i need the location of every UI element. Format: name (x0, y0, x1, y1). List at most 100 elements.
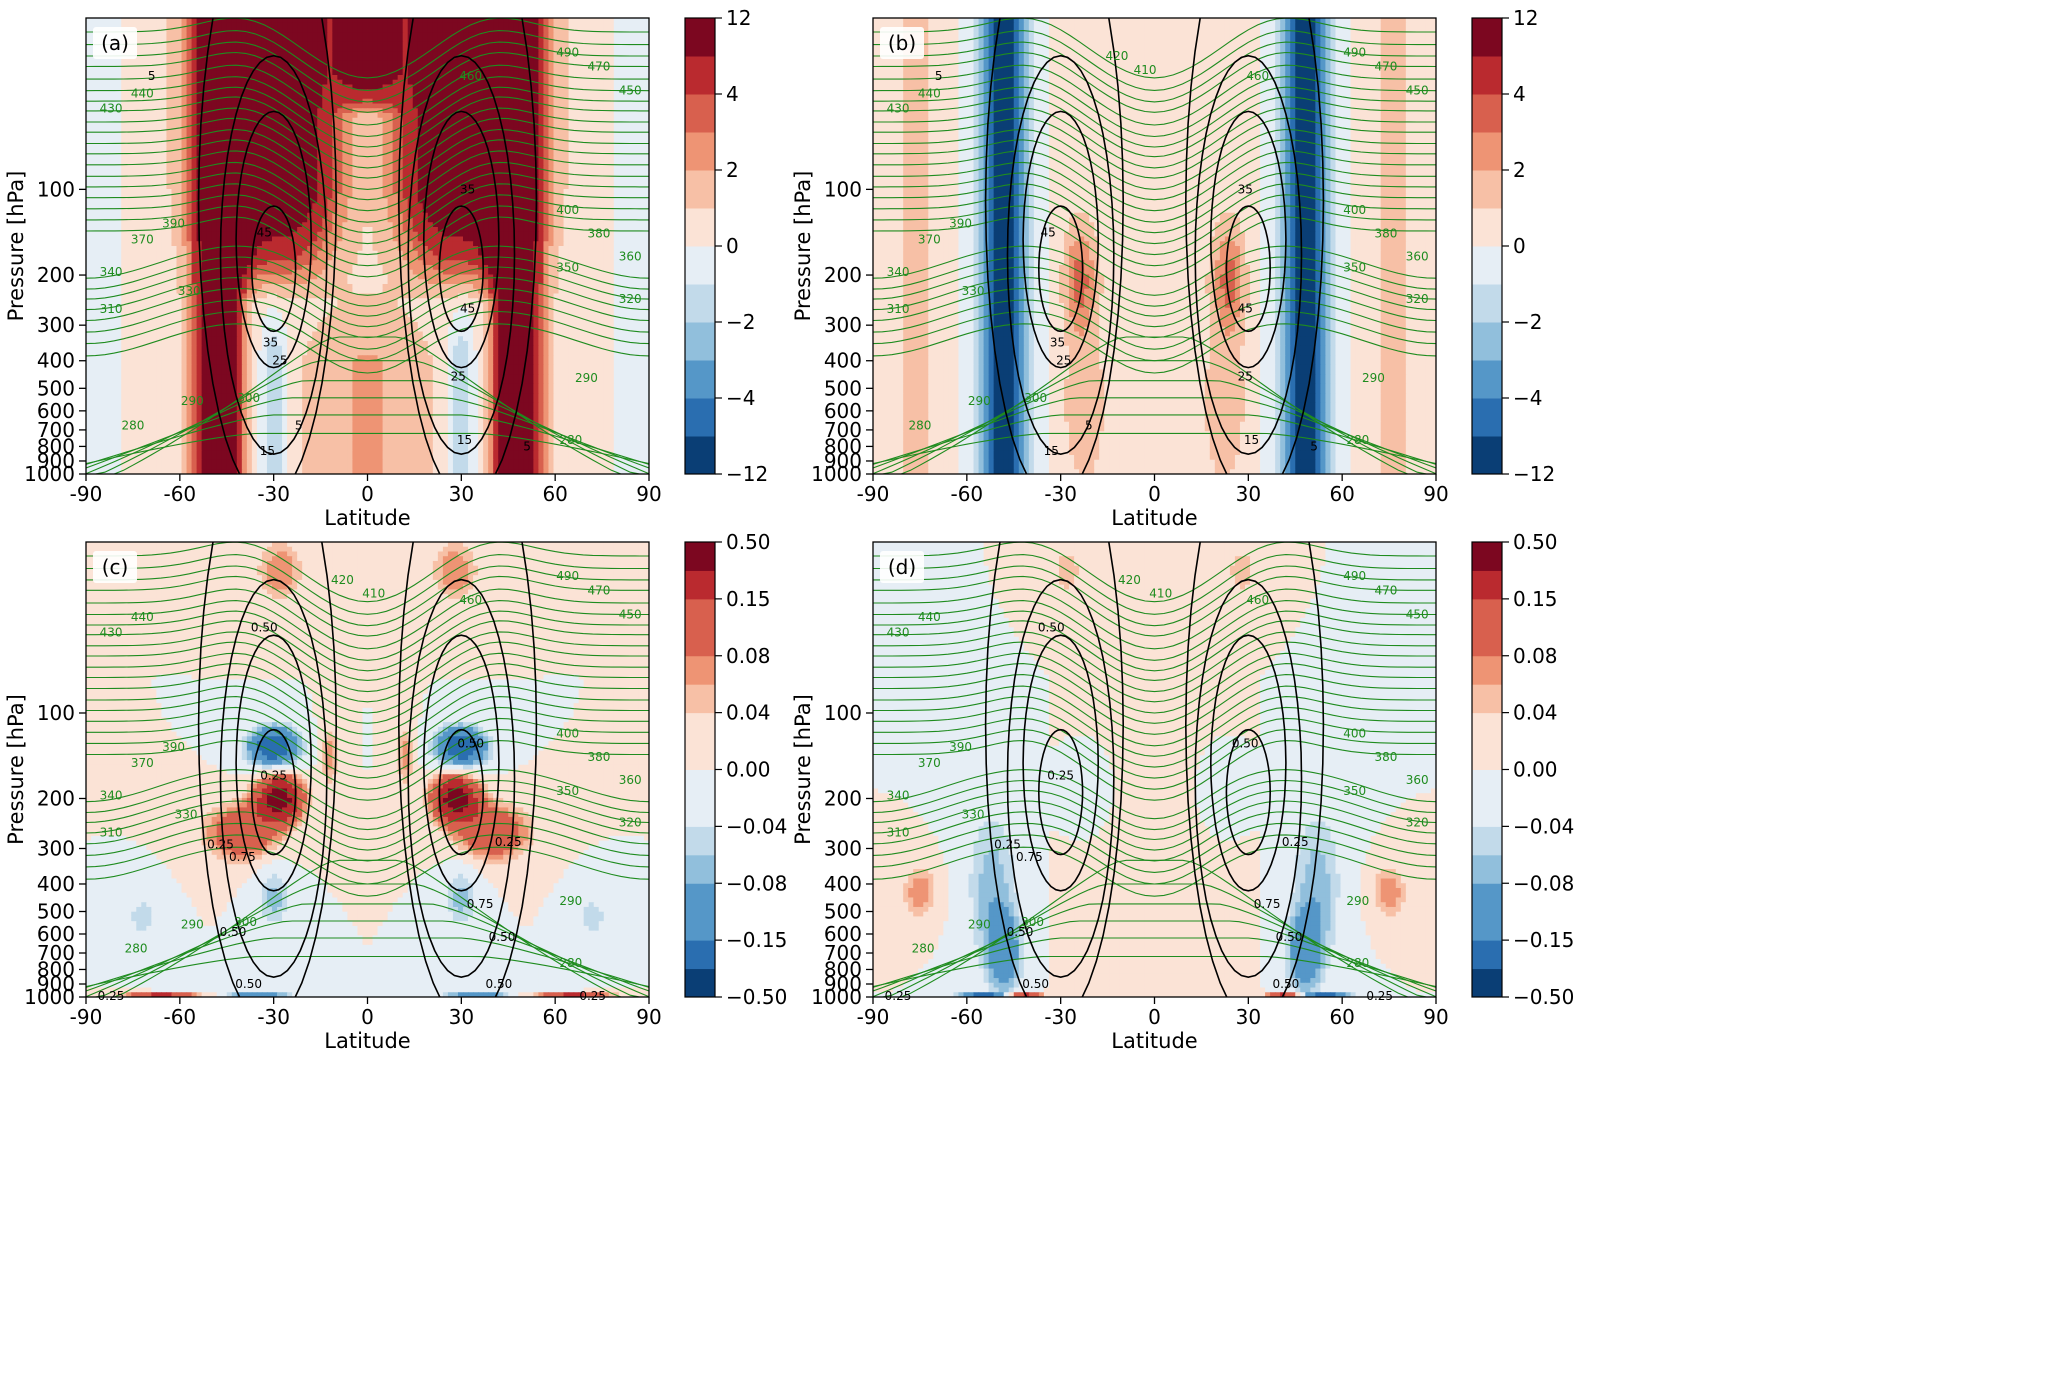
field-cell (352, 208, 359, 214)
field-cell (493, 132, 499, 138)
field-cell (382, 174, 389, 181)
field-cell (261, 198, 268, 204)
field-cell (191, 160, 198, 166)
field-cell (422, 117, 429, 124)
field-cell (598, 122, 605, 128)
field-cell (422, 27, 429, 33)
field-cell (367, 37, 374, 43)
field-cell (543, 193, 550, 200)
field-cell (101, 70, 107, 76)
field-cell (613, 122, 620, 128)
field-cell (151, 46, 157, 52)
field-cell (402, 179, 409, 185)
field-cell (643, 198, 649, 204)
field-cell (241, 27, 248, 33)
field-cell (603, 136, 610, 143)
field-cell (533, 46, 540, 52)
field-cell (146, 56, 152, 62)
field-cell (166, 165, 173, 171)
field-cell (447, 217, 454, 223)
field-cell (141, 160, 147, 166)
field-cell (101, 103, 107, 109)
field-cell (578, 141, 585, 147)
field-cell (216, 184, 223, 190)
field-cell (251, 113, 258, 119)
field-cell (136, 170, 142, 176)
field-cell (241, 70, 248, 76)
field-cell (106, 22, 112, 29)
field-cell (282, 170, 288, 176)
field-cell (141, 217, 147, 223)
field-cell (292, 46, 298, 52)
field-cell (317, 75, 323, 81)
field-cell (422, 174, 429, 181)
field-cell (412, 32, 419, 38)
field-cell (598, 113, 605, 119)
field-cell (457, 151, 464, 157)
field-cell (377, 198, 384, 204)
field-cell (397, 18, 404, 24)
field-cell (473, 41, 479, 48)
field-cell (543, 184, 550, 190)
field-cell (588, 146, 595, 152)
field-cell (412, 165, 419, 171)
field-cell (307, 79, 313, 86)
field-cell (628, 222, 635, 228)
field-cell (191, 170, 198, 176)
field-cell (302, 222, 308, 228)
field-cell (322, 89, 328, 95)
field-cell (427, 155, 434, 162)
field-cell (297, 203, 303, 209)
field-cell (186, 170, 193, 176)
field-cell (91, 136, 97, 143)
field-cell (236, 132, 243, 138)
field-cell (513, 146, 519, 152)
field-cell (603, 27, 610, 33)
field-cell (392, 84, 399, 90)
field-cell (211, 174, 218, 181)
field-cell (603, 94, 610, 100)
field-cell (483, 160, 489, 166)
field-cell (538, 179, 545, 185)
field-cell (216, 174, 223, 181)
field-cell (513, 222, 519, 228)
field-cell (277, 151, 283, 157)
field-cell (623, 198, 630, 204)
field-cell (206, 113, 213, 119)
field-cell (312, 160, 318, 166)
field-cell (206, 203, 213, 209)
field-cell (201, 27, 208, 33)
field-cell (593, 113, 600, 119)
field-cell (538, 56, 545, 62)
field-cell (292, 98, 298, 105)
field-cell (277, 146, 283, 152)
field-cell (382, 208, 389, 214)
field-cell (161, 98, 168, 105)
field-cell (211, 160, 218, 166)
field-cell (181, 222, 188, 228)
field-cell (618, 203, 625, 209)
field-cell (447, 151, 454, 157)
field-cell (337, 98, 343, 105)
field-cell (201, 212, 208, 219)
field-cell (251, 51, 258, 57)
field-cell (488, 141, 494, 147)
field-cell (593, 136, 600, 143)
field-cell (508, 222, 514, 228)
field-cell (483, 155, 489, 162)
field-cell (236, 217, 243, 223)
field-cell (563, 75, 570, 81)
field-cell (126, 70, 132, 76)
field-cell (211, 155, 218, 162)
field-cell (302, 79, 308, 86)
field-cell (452, 41, 459, 48)
field-cell (246, 89, 253, 95)
field-cell (432, 193, 439, 200)
field-cell (432, 108, 439, 114)
field-cell (488, 193, 494, 200)
field-cell (473, 212, 479, 219)
field-cell (473, 75, 479, 81)
field-cell (503, 217, 509, 223)
field-cell (523, 189, 529, 195)
field-cell (312, 136, 318, 143)
